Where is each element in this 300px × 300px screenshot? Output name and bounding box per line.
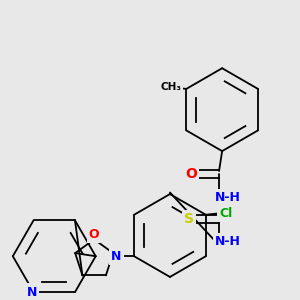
Text: N-H: N-H [215,235,241,248]
Text: N: N [27,286,37,298]
Text: S: S [184,212,194,226]
Text: CH₃: CH₃ [160,82,182,92]
Text: Cl: Cl [219,207,232,220]
Text: N: N [111,250,122,263]
Text: N-H: N-H [215,190,241,204]
Text: O: O [185,167,197,181]
Text: O: O [89,228,100,241]
